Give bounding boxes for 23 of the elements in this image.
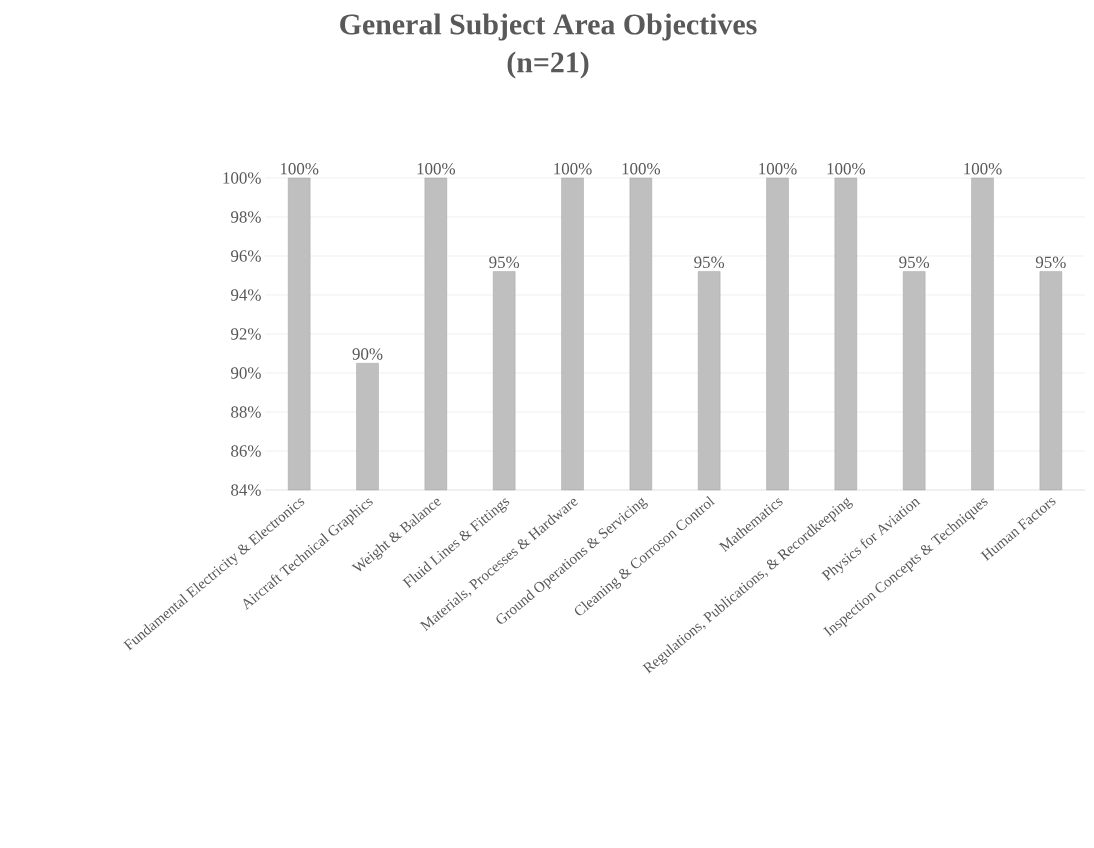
data-label: 100%: [827, 162, 866, 175]
data-label: 100%: [554, 162, 592, 175]
y-tick-label: 90%: [230, 367, 261, 379]
data-label: 95%: [1035, 256, 1066, 269]
chart-subtitle: (n=21): [507, 51, 589, 79]
y-tick-label: 84%: [231, 484, 261, 496]
data-label: 100%: [759, 162, 797, 175]
data-label: 100%: [622, 162, 661, 175]
data-label: 90%: [352, 348, 383, 360]
data-label: 100%: [417, 162, 456, 175]
data-label: 100%: [280, 162, 319, 175]
data-label: 95%: [694, 256, 725, 269]
y-tick-label: 94%: [230, 289, 261, 301]
y-tick-label: 100%: [223, 172, 261, 184]
data-label: 100%: [964, 162, 1002, 175]
y-tick-label: 98%: [230, 211, 261, 223]
y-tick-label: 92%: [230, 328, 261, 340]
chart-title: General Subject Area Objectives: [340, 13, 757, 41]
y-tick-label: 88%: [231, 406, 261, 418]
y-tick-label: 96%: [230, 250, 261, 262]
data-label: 95%: [899, 256, 930, 269]
y-tick-label: 86%: [231, 445, 261, 457]
data-label: 95%: [489, 256, 520, 269]
